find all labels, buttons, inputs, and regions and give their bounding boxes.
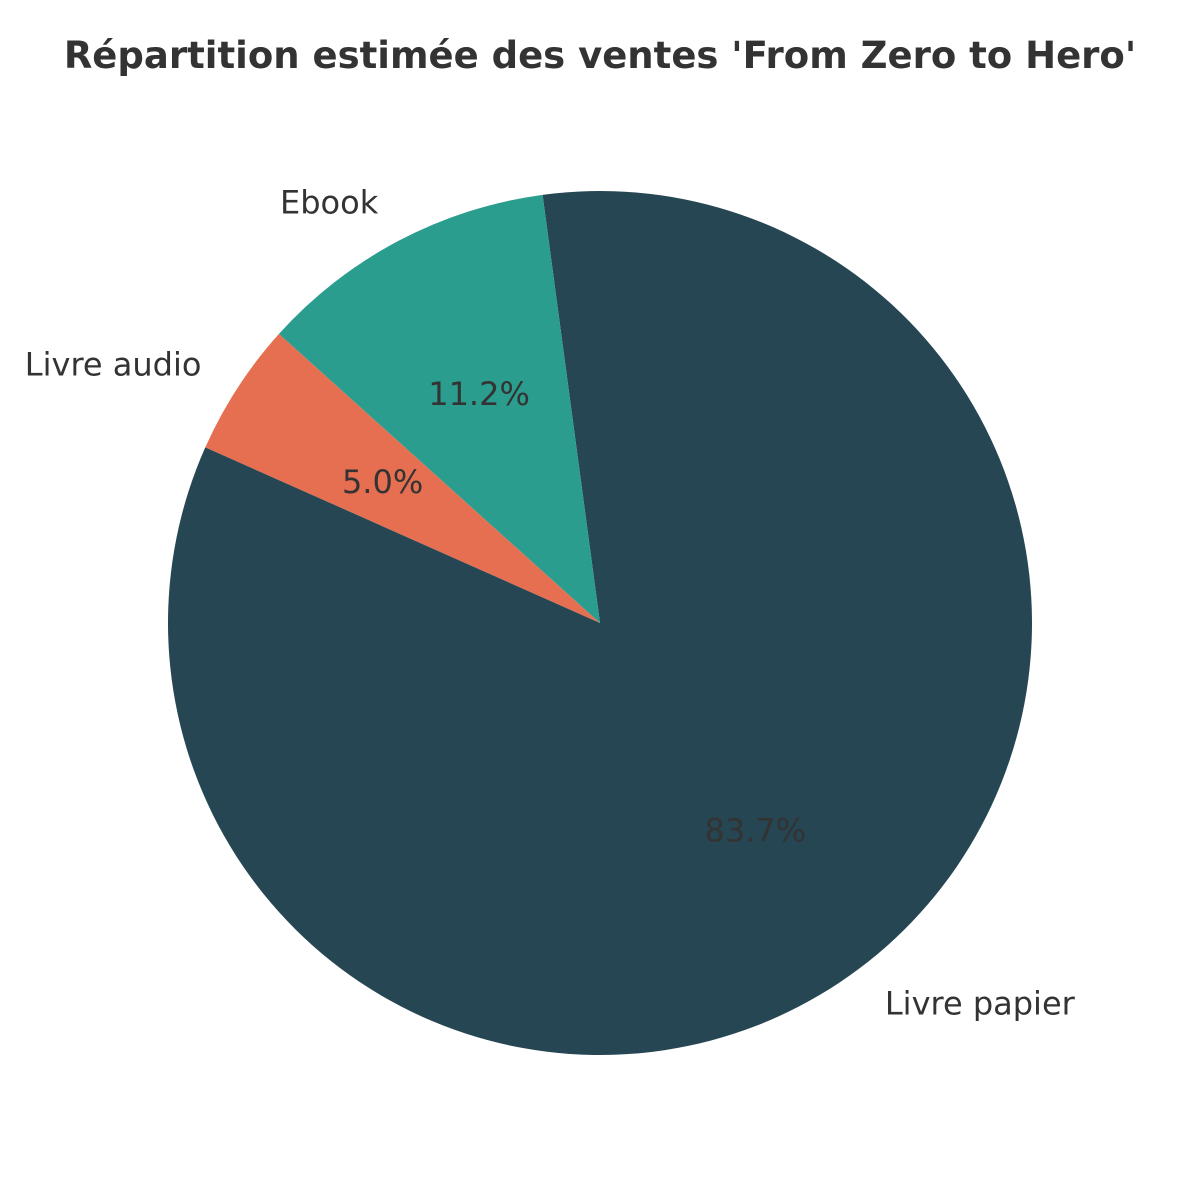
slices-layer: [168, 190, 1033, 1056]
slice-label-livre-papier: Livre papier: [885, 984, 1076, 1022]
pct-label-ebook: 11.2%: [428, 375, 530, 413]
chart-title: Répartition estimée des ventes 'From Zer…: [63, 34, 1137, 77]
pct-label-livre-audio: 5.0%: [342, 463, 423, 501]
pie-slice-livre-audio: [205, 333, 600, 623]
pct-label-livre-papier: 83.7%: [705, 811, 807, 849]
pie-slice-ebook: [278, 194, 600, 623]
labels-layer: 5.0% Livre audio 83.7% Livre papier 11.2% Ebo…: [25, 184, 1076, 1023]
slice-label-ebook: Ebook: [280, 184, 379, 222]
slice-label-livre-audio: Livre audio: [25, 345, 202, 383]
